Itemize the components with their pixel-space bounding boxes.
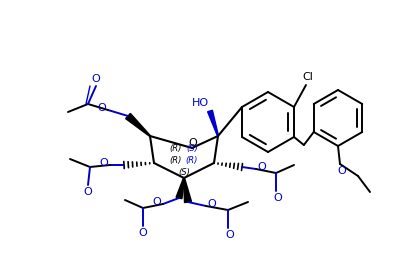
Text: O: O — [100, 158, 108, 168]
Text: (S): (S) — [178, 168, 190, 176]
Text: O: O — [258, 162, 266, 172]
Text: O: O — [139, 228, 147, 238]
Text: (R): (R) — [186, 157, 198, 165]
Text: (S): (S) — [186, 143, 198, 153]
Text: O: O — [152, 197, 161, 207]
Text: O: O — [98, 103, 106, 113]
Text: (R): (R) — [170, 143, 182, 153]
Text: HO: HO — [191, 98, 209, 108]
Polygon shape — [176, 178, 185, 199]
Text: O: O — [84, 187, 92, 197]
Text: O: O — [208, 199, 217, 209]
Text: O: O — [274, 193, 282, 203]
Polygon shape — [183, 178, 191, 203]
Text: Cl: Cl — [302, 72, 313, 82]
Text: O: O — [226, 230, 234, 240]
Polygon shape — [208, 110, 219, 136]
Text: O: O — [92, 74, 100, 84]
Polygon shape — [126, 114, 150, 136]
Text: O: O — [189, 138, 197, 148]
Text: O: O — [338, 166, 346, 176]
Text: (R): (R) — [170, 157, 182, 165]
